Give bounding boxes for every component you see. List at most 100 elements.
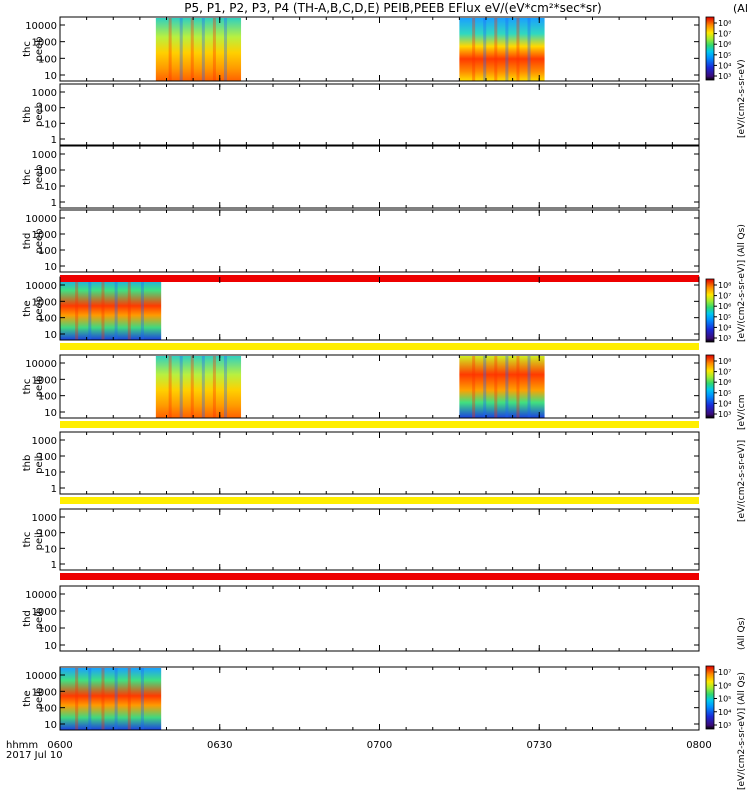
colorbar-tick-label: 10⁶ [718, 40, 731, 49]
panel-label-instrument: peeb [34, 296, 45, 321]
panel-8: 1000 100 10 1 thc peib [22, 508, 700, 571]
time-axis-unit: hhmm [6, 740, 38, 751]
y-tick-label: 10000 [25, 590, 57, 601]
colorbar-tick-label: 10⁴ [718, 61, 731, 70]
y-tick-label: 1000 [32, 513, 57, 524]
spectrogram-stripe [75, 278, 79, 340]
y-tick-label: 1000 [32, 230, 57, 241]
title-clip-label: (Al [733, 2, 748, 15]
y-tick-label: 1000 [32, 436, 57, 447]
colorbar-tick-label: 10³ [718, 721, 731, 730]
spectrogram-stripe [494, 356, 498, 418]
spectrogram-stripe [168, 356, 172, 418]
spectrogram-stripe [212, 356, 216, 418]
colorbar-tick-label: 10⁴ [718, 399, 731, 408]
spectrogram-block [459, 356, 545, 418]
y-tick-label: 100 [38, 166, 57, 177]
y-tick-label: 10 [44, 262, 57, 273]
colorbar-b-scale [705, 278, 715, 343]
spectrogram-stripe [127, 668, 131, 730]
y-tick-label: 10000 [25, 671, 57, 682]
spectrogram-block [60, 278, 162, 340]
panel-label-probe: thd [22, 610, 33, 627]
spectrogram-stripe [505, 356, 509, 418]
y-tick-label: 1 [51, 198, 57, 209]
panel-label-probe: thd [22, 233, 33, 250]
mode-bar-5 [60, 573, 699, 580]
colorbar-d: 10⁷ 10⁶ 10⁵ 10⁴ 10³ [eV/(cm2-s-sr-eV)] (All … [705, 665, 747, 790]
panel-label-probe: thc [22, 379, 33, 395]
spectrogram-stripe [505, 18, 509, 81]
spectrogram-stripe [168, 18, 172, 81]
spectrogram-stripe [88, 668, 92, 730]
y-tick-label: 10 [44, 71, 57, 82]
colorbar-tick-label: 10⁶ [718, 378, 731, 387]
y-tick-label: 100 [38, 452, 57, 463]
spectrogram-stripe [483, 18, 487, 81]
colorbar-tick-label: 10⁴ [718, 323, 731, 332]
y-tick-label: 1000 [32, 38, 57, 49]
panel-frame [59, 585, 700, 652]
spectrogram-stripe [114, 278, 118, 340]
mode-bar-2 [60, 343, 699, 350]
y-tick-label: 10 [44, 641, 57, 652]
y-tick-label: 10 [44, 182, 57, 193]
y-tick-label: 10 [44, 544, 57, 555]
spectrogram-stripe [224, 18, 228, 81]
spectrogram-stripe [101, 278, 105, 340]
colorbar-a-label: [eV/(cm2-s-sr-eV) [737, 59, 747, 138]
colorbar-tick-label: 10³ [718, 410, 731, 419]
spectrogram-stripe [483, 356, 487, 418]
spectrogram-stripe [190, 18, 194, 81]
colorbar-b-label: [eV/(cm2-s-sr-eV)] (All Qs) [737, 224, 747, 342]
y-tick-label: 10000 [25, 359, 57, 370]
y-tick-label: 10000 [25, 21, 57, 32]
y-tick-label: 1 [51, 484, 57, 495]
panel-label-instrument: peib [34, 529, 45, 551]
colorbar-tick-label: 10⁷ [718, 292, 731, 301]
colorbar-tick-label: 10⁷ [718, 368, 731, 377]
panel-label-probe: thc [22, 41, 33, 57]
spectrogram-stripe [212, 18, 216, 81]
spectrogram-stripe [179, 18, 183, 81]
colorbar-c-label: [eV/(cm2-s-sr-eV)] [737, 440, 747, 522]
panel-5: 10000 1000 100 10 the peeb [22, 276, 700, 341]
colorbar-d-label: [eV/(cm2-s-sr-eV)] (All Qs) [737, 672, 747, 790]
spectrogram-block [155, 356, 242, 418]
panel-label-instrument: peib [34, 608, 45, 630]
y-tick-label: 100 [38, 246, 57, 257]
spectrogram-stripe [179, 356, 183, 418]
y-tick-label: 10 [44, 408, 57, 419]
panel-label-probe: thb [22, 455, 33, 472]
y-tick-label: 10 [44, 119, 57, 130]
panel-label-probe: thc [22, 169, 33, 185]
panel-7: 1000 100 10 1 thb peib [22, 431, 700, 495]
spectrogram-block [459, 18, 545, 81]
panel-frame [59, 145, 700, 209]
panel-10: 10000 1000 100 10 the peib [22, 666, 700, 731]
y-tick-label: 100 [38, 54, 57, 65]
panel-label-probe: thc [22, 532, 33, 548]
spectrogram-stripe [140, 278, 144, 340]
date-label: 2017 Jul 10 [6, 750, 63, 761]
colorbar-tick-label: 10⁴ [718, 708, 731, 717]
colorbar-tick-label: 10³ [718, 72, 731, 81]
y-tick-label: 100 [38, 314, 57, 325]
spectrogram-block [155, 18, 242, 81]
panel-label-instrument: peeb [34, 102, 45, 127]
panel-frame [59, 209, 700, 273]
colorbar-tick-label: 10⁶ [718, 681, 731, 690]
x-tick-label: 0630 [207, 740, 232, 751]
y-tick-label: 1 [51, 560, 57, 571]
colorbar-tick-label: 10⁷ [718, 668, 731, 677]
panel-label-probe: thb [22, 106, 33, 123]
y-tick-label: 1000 [32, 88, 57, 99]
colorbar-a-scale [705, 16, 715, 81]
y-tick-label: 1000 [32, 375, 57, 386]
panel-9: 10000 1000 100 10 thd peib [22, 585, 700, 652]
mode-bar-4 [60, 497, 699, 504]
